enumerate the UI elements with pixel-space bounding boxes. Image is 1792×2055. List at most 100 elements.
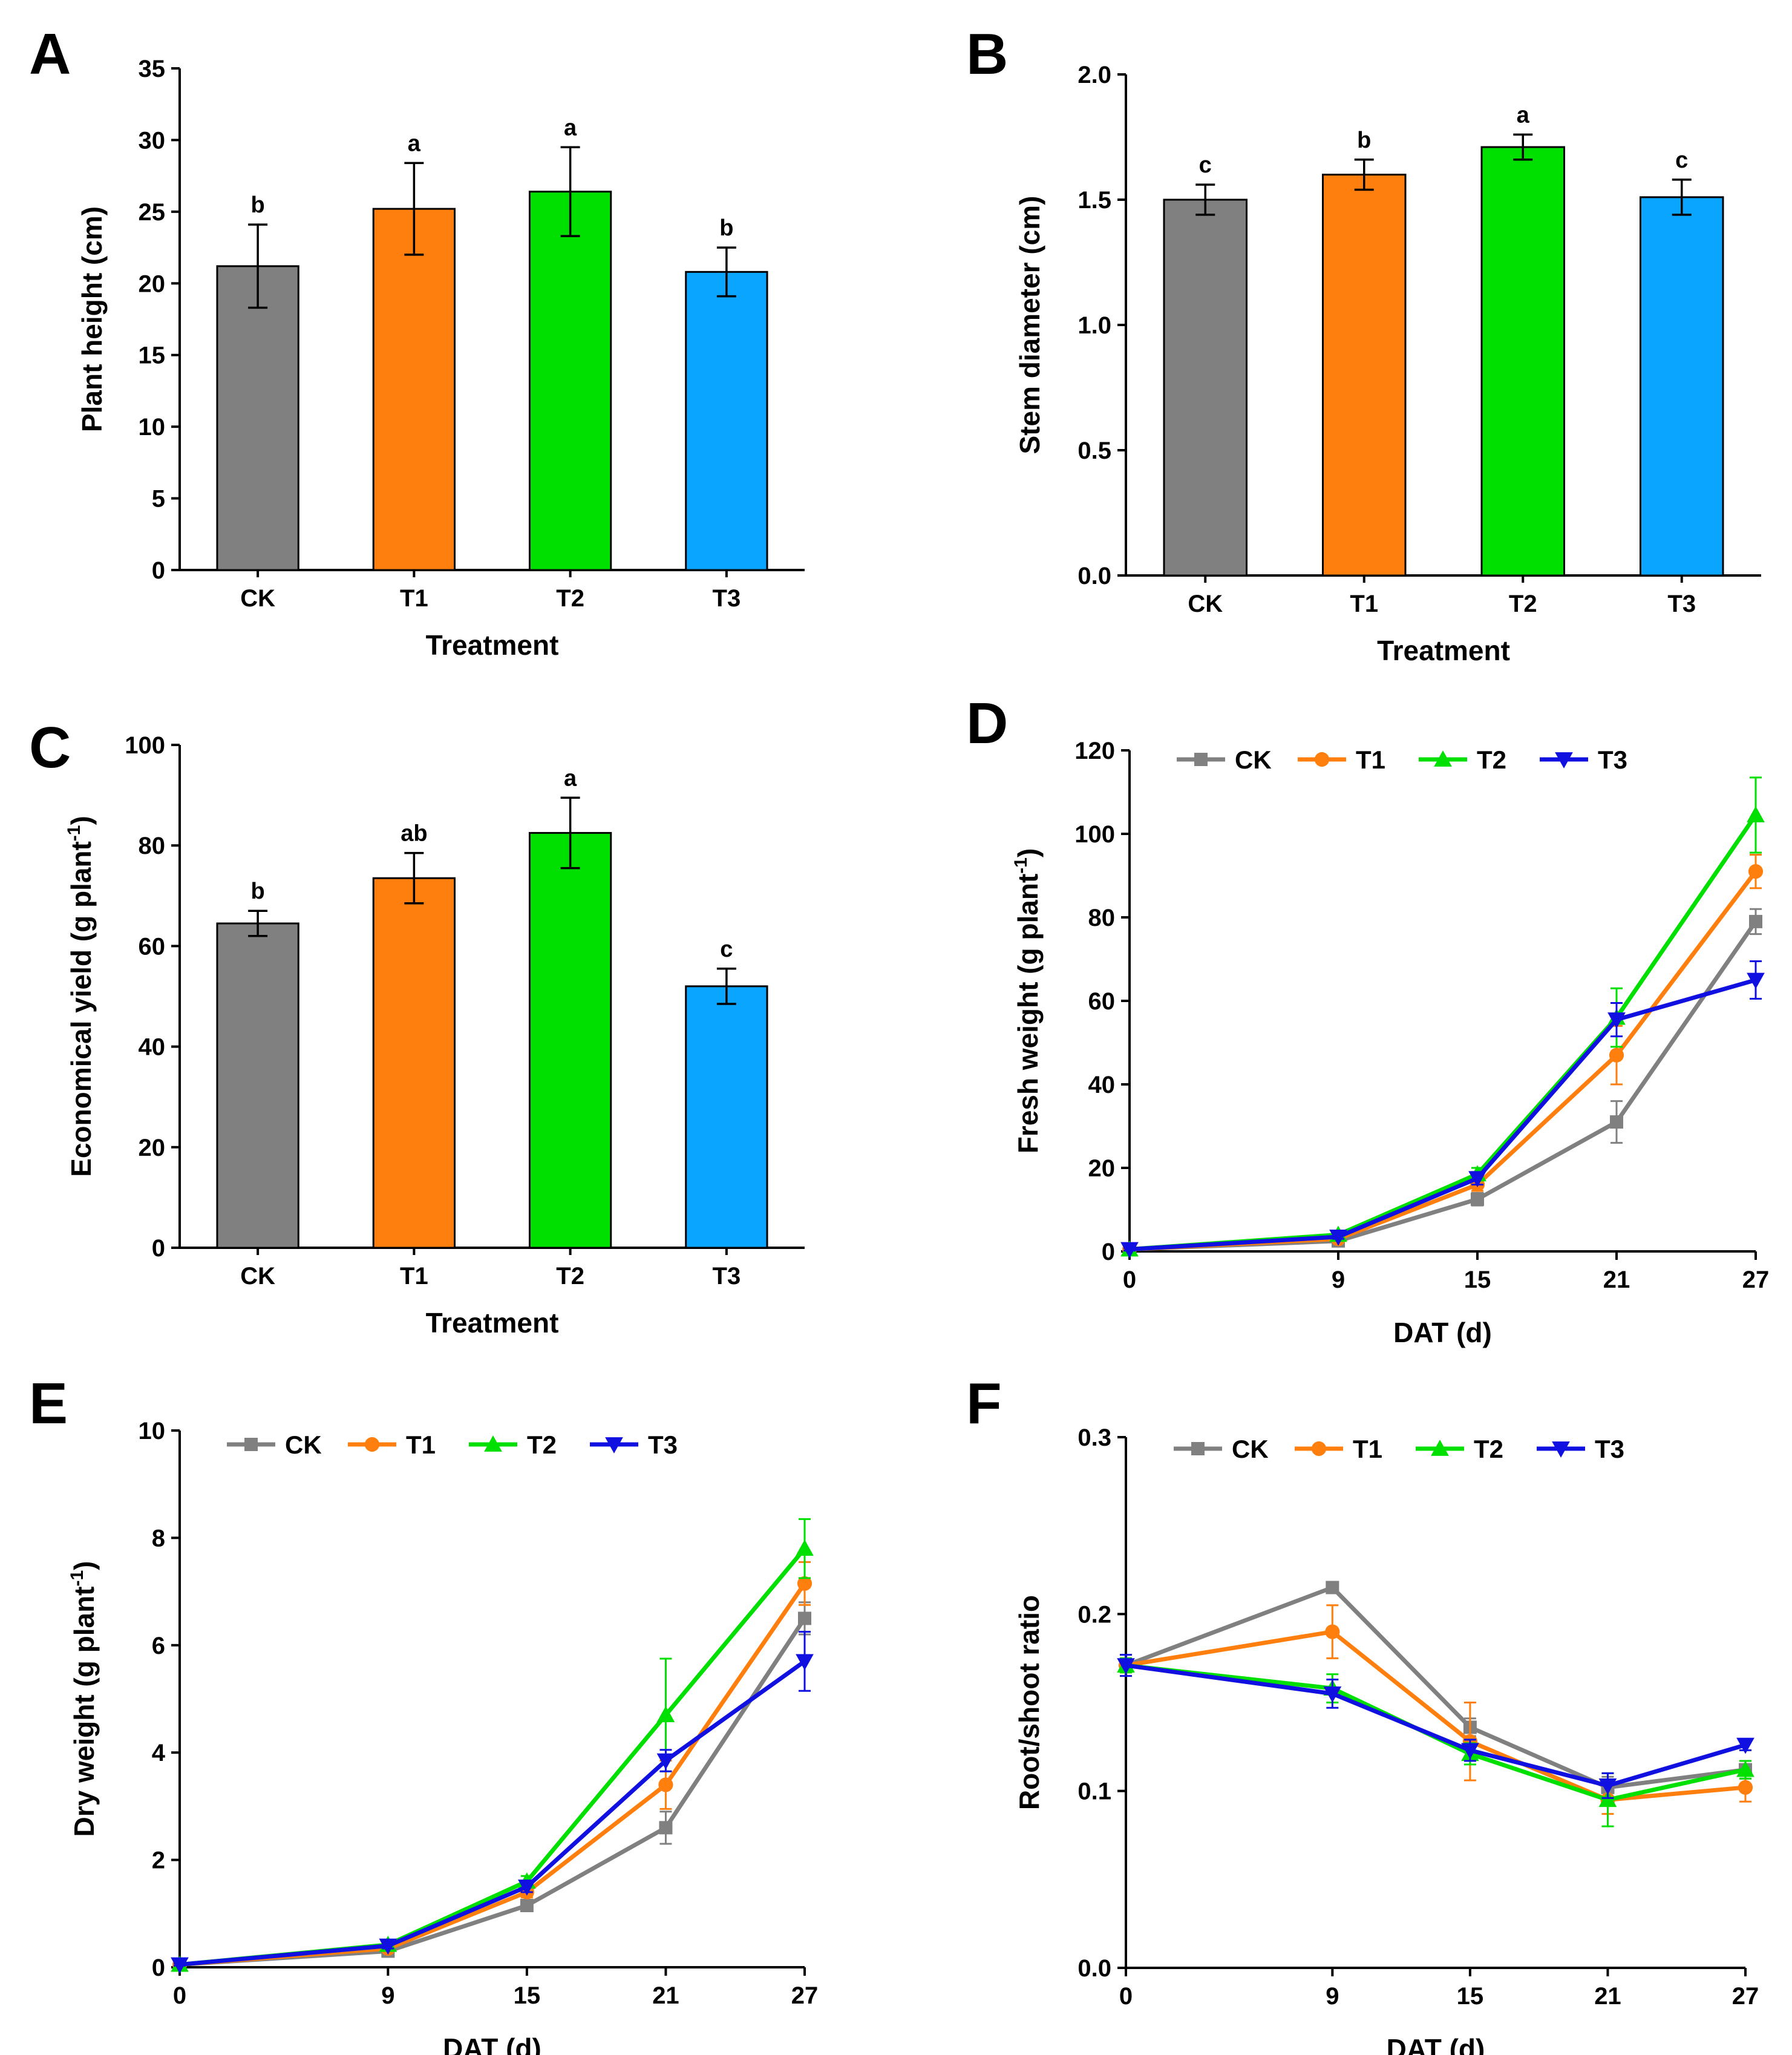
panel-F: F 0.0 0.1 0.2 0.3 0 9 15 21 27 CK T1 T2 T3 DAT (d) Root…: [966, 1371, 1759, 2055]
bar-t3: [685, 270, 768, 571]
legend-marker-t3: [1552, 1441, 1570, 1458]
data-point-ck: [520, 1898, 534, 1912]
y-tick-label: 0.3: [1077, 1424, 1111, 1451]
y-tick-label: 0.0: [1077, 1955, 1111, 1982]
data-point-t2: [796, 1539, 814, 1556]
x-axis-title: Treatment: [426, 629, 559, 661]
data-point-t3: [1117, 1658, 1135, 1674]
x-tick-label: T2: [1509, 591, 1537, 617]
series-line-t1: [179, 1582, 806, 1967]
panel-E: E 0 2 4 6 8 10 0 9 15 21 27 CK T1 T2 T3 DAT (d) Dry weigh…: [29, 1371, 818, 2055]
y-tick-label: 80: [1088, 905, 1116, 931]
x-axis-title: DAT (d): [1387, 2033, 1485, 2055]
x-tick-label: 27: [791, 1982, 819, 2009]
y-tick-label: 0.0: [1077, 563, 1111, 589]
y-tick-label: 100: [1074, 821, 1115, 848]
data-point-t3: [1736, 1737, 1754, 1754]
y-tick-label: 15: [139, 342, 166, 369]
panel-letter: F: [966, 1371, 1002, 1436]
bar-t1: [372, 208, 456, 571]
x-tick-label: 0: [173, 1982, 186, 2009]
x-tick-label: 15: [1464, 1267, 1491, 1293]
legend-label: CK: [1235, 746, 1272, 774]
y-tick-label: 10: [139, 1418, 166, 1444]
legend-marker-ck: [244, 1438, 258, 1451]
legend-marker-t1: [1311, 1441, 1327, 1457]
y-axis-title: Stem diameter (cm): [1014, 196, 1045, 454]
series-line-t2: [1129, 813, 1758, 1252]
panel-letter: D: [966, 691, 1008, 756]
x-tick-label: 9: [381, 1982, 394, 2009]
bar-t3: [1640, 196, 1724, 577]
data-point-t3: [171, 1957, 189, 1974]
y-tick-label: 1.0: [1077, 312, 1111, 339]
x-tick-label: 15: [1457, 1983, 1484, 2010]
significance-label: a: [564, 765, 577, 791]
y-tick-label: 5: [152, 486, 165, 513]
panel-C: C 0 20 40 60 80 100 b CK ab T1 a T2 c T3 Treatment Econo…: [29, 715, 805, 1339]
significance-label: ab: [401, 821, 427, 847]
significance-label: b: [1357, 128, 1371, 153]
y-tick-label: 0.2: [1077, 1601, 1111, 1628]
legend: CK T1 T2 T3: [1174, 1435, 1624, 1463]
data-point-ck: [659, 1821, 673, 1835]
y-tick-label: 80: [139, 833, 166, 859]
bar-t2: [1480, 146, 1565, 577]
x-tick-label: 15: [514, 1982, 541, 2009]
y-tick-label: 0: [152, 557, 165, 584]
x-tick-label: 0: [1123, 1267, 1136, 1293]
panel-A: A 0 5 10 15 20 25 30 35 b CK a T1 a T2 b T3 Treatment Plan…: [29, 22, 805, 661]
y-tick-label: 20: [1088, 1155, 1116, 1182]
legend-label: T3: [1595, 1435, 1624, 1463]
y-tick-label: 0.5: [1077, 438, 1111, 464]
data-point-t1: [1738, 1780, 1753, 1795]
panel-D: D 0 20 40 60 80 100 120 0 9 15 21 27 CK T1 T2 T3 DAT (d) F…: [966, 691, 1769, 1348]
data-point-t2: [656, 1706, 675, 1722]
legend-label: T3: [1598, 746, 1627, 774]
legend-marker-t2: [484, 1435, 502, 1452]
x-tick-label: 21: [1594, 1983, 1621, 2010]
bar-t1: [372, 877, 456, 1249]
legend: CK T1 T2 T3: [1177, 746, 1627, 774]
bar-ck: [216, 922, 299, 1249]
significance-label: c: [720, 937, 733, 962]
y-tick-label: 20: [139, 1135, 166, 1161]
x-tick-label: T3: [713, 585, 741, 612]
x-tick-label: T2: [556, 585, 584, 612]
data-point-t3: [1468, 1171, 1486, 1188]
panel-letter: C: [29, 715, 71, 780]
x-tick-label: T3: [713, 1263, 741, 1290]
bar-ck: [1163, 198, 1248, 577]
y-axis-title: Root/shoot ratio: [1013, 1595, 1045, 1810]
y-axis-title: Plant height (cm): [76, 206, 108, 432]
data-point-ck: [1610, 1115, 1623, 1129]
legend-marker-t1: [364, 1437, 380, 1452]
y-tick-label: 40: [139, 1034, 166, 1061]
x-tick-label: 27: [1732, 1983, 1759, 2010]
legend-label: T1: [406, 1431, 436, 1459]
bar-t2: [528, 831, 612, 1249]
legend-label: T3: [648, 1431, 678, 1459]
x-tick-label: 21: [1603, 1267, 1630, 1293]
x-tick-label: 9: [1332, 1267, 1345, 1293]
x-tick-label: 9: [1326, 1983, 1339, 2010]
y-tick-label: 120: [1074, 738, 1115, 764]
data-point-t1: [658, 1777, 673, 1792]
y-tick-label: 20: [139, 270, 166, 297]
legend-marker-ck: [1191, 1442, 1205, 1455]
data-point-t1: [1325, 1624, 1340, 1639]
y-tick-label: 10: [139, 414, 166, 441]
data-point-ck: [1749, 914, 1762, 928]
legend-marker-t3: [605, 1437, 623, 1454]
legend-marker-t3: [1555, 752, 1573, 769]
legend-label: CK: [285, 1431, 322, 1459]
data-point-t3: [796, 1654, 814, 1671]
y-tick-label: 1.5: [1077, 187, 1111, 214]
bar-t1: [1322, 174, 1407, 577]
data-point-t2: [1747, 806, 1765, 822]
data-point-t3: [656, 1753, 675, 1770]
data-point-t3: [1607, 1012, 1626, 1029]
x-tick-label: T1: [1350, 591, 1378, 617]
legend-label: T2: [1474, 1435, 1503, 1463]
